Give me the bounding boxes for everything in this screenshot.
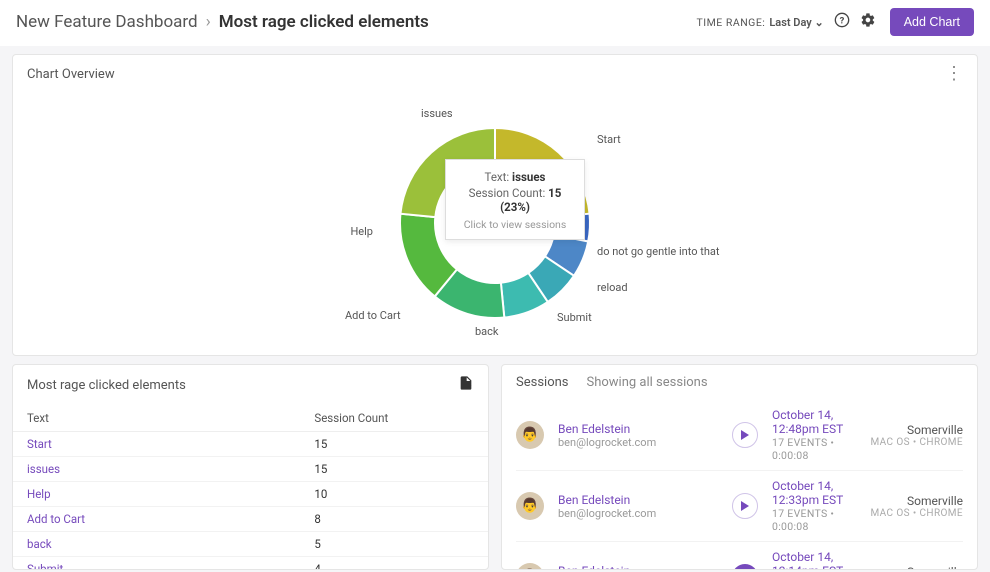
header-bar: New Feature Dashboard › Most rage clicke…: [0, 0, 990, 46]
session-row: 👨 Ben Edelstein ben@logrocket.com Octobe…: [516, 471, 963, 542]
rage-click-table: TextSession CountStart15issues15Help10Ad…: [13, 405, 488, 570]
table-cell-count: 8: [300, 507, 488, 532]
session-city: Somerville: [870, 423, 963, 437]
table-header: Session Count: [300, 405, 488, 432]
table-cell-text[interactable]: Start: [13, 432, 300, 457]
session-env: MAC OS • CHROME: [870, 508, 963, 519]
session-user-name[interactable]: Ben Edelstein: [558, 564, 718, 571]
session-events: 17 EVENTS • 0:00:08: [772, 436, 856, 462]
table-cell-count: 5: [300, 532, 488, 557]
donut-label: Start: [597, 133, 621, 146]
export-icon[interactable]: [458, 375, 474, 395]
session-user-name[interactable]: Ben Edelstein: [558, 493, 718, 507]
add-chart-button[interactable]: Add Chart: [890, 8, 974, 36]
table-panel: Most rage clicked elements TextSession C…: [12, 364, 489, 570]
table-cell-count: 10: [300, 482, 488, 507]
play-button[interactable]: [732, 422, 758, 448]
session-row: 👨 Ben Edelstein ben@logrocket.com Octobe…: [516, 400, 963, 471]
avatar: 👨: [516, 421, 544, 449]
donut-label: Help: [350, 225, 373, 238]
table-row[interactable]: Add to Cart8: [13, 507, 488, 532]
chevron-right-icon: ›: [206, 12, 211, 32]
donut-label: Submit: [557, 311, 592, 324]
table-cell-text[interactable]: Help: [13, 482, 300, 507]
session-timestamp[interactable]: October 14, 12:33pm EST: [772, 479, 856, 507]
chevron-down-icon: ⌄: [815, 16, 824, 29]
session-city: Somerville: [865, 565, 963, 571]
breadcrumb: New Feature Dashboard › Most rage clicke…: [16, 12, 429, 32]
avatar: 👨: [516, 563, 544, 570]
session-city: Somerville: [870, 494, 963, 508]
session-user-name[interactable]: Ben Edelstein: [558, 422, 718, 436]
donut-label: back: [475, 325, 499, 338]
session-env: MAC OS • CHROME: [870, 437, 963, 448]
table-cell-text[interactable]: Add to Cart: [13, 507, 300, 532]
session-user-email: ben@logrocket.com: [558, 507, 718, 520]
table-row[interactable]: Help10: [13, 482, 488, 507]
sessions-panel-subtitle: Showing all sessions: [587, 375, 708, 390]
donut-chart: Start do not go gentle into that reload Sub…: [13, 103, 977, 355]
more-icon[interactable]: ⋮: [945, 65, 963, 83]
time-range-value[interactable]: Last Day ⌄: [769, 16, 823, 29]
session-user-email: ben@logrocket.com: [558, 436, 718, 449]
table-header: Text: [13, 405, 300, 432]
breadcrumb-root[interactable]: New Feature Dashboard: [16, 12, 198, 32]
breadcrumb-current: Most rage clicked elements: [219, 12, 429, 32]
table-cell-text[interactable]: issues: [13, 457, 300, 482]
gear-icon[interactable]: [860, 12, 876, 32]
chart-tooltip[interactable]: Text: issues Session Count: 15 (23%) Cli…: [445, 159, 585, 240]
chart-panel: Chart Overview ⋮ Start do not go gentle i…: [12, 54, 978, 356]
table-cell-count: 4: [300, 557, 488, 571]
table-cell-text[interactable]: back: [13, 532, 300, 557]
session-timestamp[interactable]: October 14, 12:48pm EST: [772, 408, 856, 436]
sessions-panel-title: Sessions: [516, 375, 569, 390]
session-timestamp[interactable]: October 14, 12:14pm EST: [772, 550, 851, 570]
donut-label: reload: [597, 281, 628, 294]
table-row[interactable]: issues15: [13, 457, 488, 482]
chart-panel-title: Chart Overview: [27, 67, 115, 82]
session-events: 17 EVENTS • 0:00:08: [772, 507, 856, 533]
donut-label: Add to Cart: [345, 309, 401, 322]
time-range-selector[interactable]: TIME RANGE: Last Day ⌄: [697, 16, 824, 29]
help-icon[interactable]: ?: [834, 12, 850, 32]
donut-label: issues: [421, 107, 453, 120]
time-range-label: TIME RANGE:: [697, 16, 766, 29]
table-row[interactable]: Submit4: [13, 557, 488, 571]
table-cell-text[interactable]: Submit: [13, 557, 300, 571]
table-row[interactable]: back5: [13, 532, 488, 557]
table-cell-count: 15: [300, 457, 488, 482]
donut-label: do not go gentle into that: [597, 245, 719, 258]
table-cell-count: 15: [300, 432, 488, 457]
avatar: 👨: [516, 492, 544, 520]
table-row[interactable]: Start15: [13, 432, 488, 457]
table-panel-title: Most rage clicked elements: [27, 378, 186, 393]
chart-panel-header: Chart Overview ⋮: [13, 55, 977, 93]
svg-text:?: ?: [839, 15, 844, 26]
session-row: 👨 Ben Edelstein ben@logrocket.com Octobe…: [516, 542, 963, 570]
play-button[interactable]: [732, 564, 758, 570]
play-button[interactable]: [732, 493, 758, 519]
sessions-panel: Sessions Showing all sessions 👨 Ben Edel…: [501, 364, 978, 570]
header-icons: ?: [834, 12, 876, 32]
